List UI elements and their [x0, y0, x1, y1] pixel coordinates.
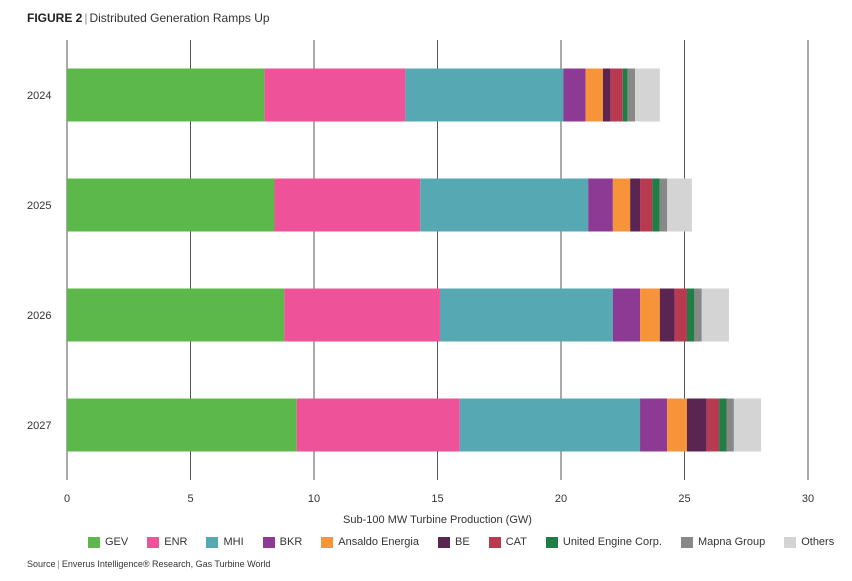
bar-segment: [659, 178, 668, 232]
bar-segment: [284, 288, 440, 342]
bar-segment: [296, 398, 460, 452]
bar-segment: [274, 178, 421, 232]
x-tick-label: 0: [64, 493, 70, 505]
bar-segment: [640, 178, 653, 232]
legend-label: ENR: [164, 536, 188, 548]
legend-item: United Engine Corp.: [545, 536, 662, 548]
source-note: Source | Enverus Intelligence® Research, G…: [27, 559, 270, 569]
y-category-label: 2024: [27, 90, 51, 102]
legend-swatch: [262, 536, 275, 548]
bar-segment: [67, 288, 285, 342]
legend-label: BKR: [279, 536, 303, 548]
chart-legend: GEV ENR MHI BKR Ansaldo Energia BE CAT United E…: [88, 536, 834, 548]
source-text: Enverus Intelligence® Research, Gas Turb…: [61, 559, 271, 569]
legend-swatch: [206, 536, 219, 548]
x-tick-label: 5: [187, 493, 193, 505]
legend-item: MHI: [206, 536, 244, 548]
bar-segment: [563, 68, 586, 122]
legend-swatch: [680, 536, 693, 548]
bar-segment: [726, 398, 734, 452]
chart-title: FIGURE 2 | Distributed Generation Ramps Up: [27, 11, 270, 25]
bar-segment: [439, 288, 613, 342]
figure-label: FIGURE 2: [27, 11, 83, 25]
legend-item: Ansaldo Energia: [321, 536, 419, 548]
bar-segment: [667, 398, 687, 452]
bar-segment: [264, 68, 406, 122]
legend-label: United Engine Corp.: [562, 536, 662, 548]
bar-segment: [405, 68, 564, 122]
title-separator: |: [84, 11, 88, 25]
bar-segment: [585, 68, 603, 122]
bar-segment: [694, 288, 702, 342]
bar-segment: [610, 68, 623, 122]
legend-swatch: [147, 536, 160, 548]
bar-segment: [622, 68, 628, 122]
bar-segment: [686, 398, 707, 452]
x-tick-label: 25: [678, 493, 690, 505]
bar-segment: [686, 288, 695, 342]
bar-segment: [630, 178, 641, 232]
bar-segment: [459, 398, 641, 452]
bar-segment: [719, 398, 727, 452]
legend-label: BE: [455, 536, 470, 548]
x-tick-label: 30: [802, 493, 814, 505]
legend-item: BKR: [262, 536, 303, 548]
bar-segment: [635, 68, 660, 122]
bar-segment: [67, 398, 297, 452]
legend-item: Others: [784, 536, 834, 548]
bar-segment: [733, 398, 762, 452]
bar-segment: [701, 288, 729, 342]
bar-segment: [602, 68, 611, 122]
x-axis-label: Sub-100 MW Turbine Production (GW): [343, 514, 532, 526]
bar-segment: [640, 288, 660, 342]
bar-segment: [67, 68, 265, 122]
bar-segment: [612, 288, 641, 342]
legend-label: Ansaldo Energia: [338, 536, 419, 548]
y-category-label: 2026: [27, 310, 51, 322]
legend-label: MHI: [223, 536, 244, 548]
legend-swatch: [88, 536, 100, 548]
legend-swatch: [784, 536, 797, 548]
legend-item: GEV: [88, 536, 128, 548]
legend-label: Mapna Group: [697, 536, 766, 548]
bar-segment: [420, 178, 589, 232]
bar-segment: [674, 288, 687, 342]
source-separator: |: [57, 559, 60, 569]
chart-title-text: Distributed Generation Ramps Up: [89, 11, 270, 25]
bar-segment: [627, 68, 636, 122]
legend-label: CAT: [505, 536, 527, 548]
legend-label: Others: [801, 536, 835, 548]
legend-label: GEV: [105, 536, 129, 548]
bar-segment: [67, 178, 275, 232]
y-category-label: 2025: [27, 200, 51, 212]
legend-swatch: [488, 536, 501, 548]
bar-segment: [588, 178, 613, 232]
bar-segment: [667, 178, 692, 232]
legend-item: ENR: [147, 536, 187, 548]
bar-segment: [640, 398, 668, 452]
bar-segment: [612, 178, 631, 232]
legend-swatch: [321, 536, 334, 548]
legend-swatch: [545, 536, 558, 548]
legend-item: CAT: [488, 536, 527, 548]
bar-segment: [706, 398, 720, 452]
y-category-label: 2027: [27, 420, 51, 432]
legend-item: BE: [438, 536, 470, 548]
bar-segment: [659, 288, 675, 342]
x-tick-label: 20: [555, 493, 567, 505]
legend-item: Mapna Group: [680, 536, 766, 548]
x-tick-label: 15: [431, 493, 443, 505]
bar-segment: [652, 178, 660, 232]
source-label: Source: [27, 559, 56, 569]
legend-swatch: [438, 536, 450, 548]
x-tick-label: 10: [308, 493, 320, 505]
